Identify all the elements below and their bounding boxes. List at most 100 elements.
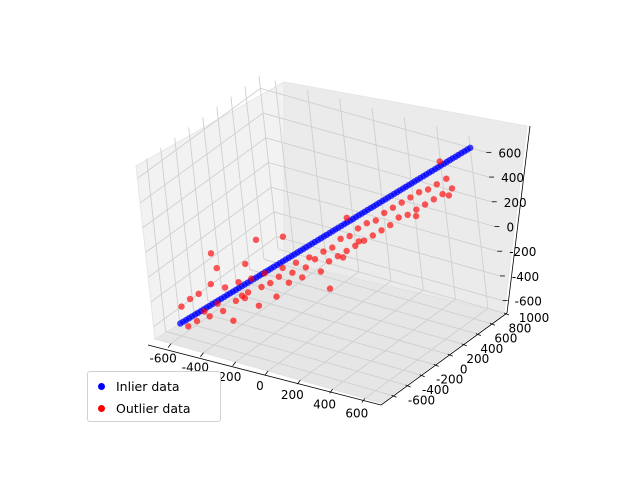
outlier-point bbox=[317, 268, 325, 275]
outlier-point bbox=[207, 280, 214, 288]
gridline-z bbox=[145, 162, 269, 253]
y-tick-mark bbox=[489, 322, 496, 326]
gridline-y bbox=[207, 299, 434, 365]
legend-entry-outlier: Outlier data bbox=[98, 399, 191, 417]
gridline-x bbox=[332, 298, 456, 390]
outlier-point bbox=[207, 250, 215, 257]
gridline-z bbox=[273, 211, 501, 277]
outlier-point bbox=[235, 279, 242, 286]
outlier-point bbox=[221, 284, 229, 291]
outlier-point bbox=[436, 158, 443, 165]
x-tick-label: 600 bbox=[345, 406, 368, 420]
outlier-point bbox=[185, 323, 192, 330]
outlier-point bbox=[201, 308, 208, 315]
x-tick-label: 0 bbox=[256, 379, 264, 393]
outlier-point bbox=[299, 274, 306, 281]
z-tick-label: -200 bbox=[509, 245, 536, 259]
legend-entry-inlier: Inlier data bbox=[98, 377, 180, 395]
outlier-point bbox=[448, 185, 456, 192]
outlier-point bbox=[267, 279, 274, 287]
y-tick-label: -200 bbox=[436, 373, 463, 387]
outlier-point bbox=[372, 217, 379, 224]
outlier-point bbox=[369, 232, 376, 239]
outlier-point bbox=[252, 236, 260, 243]
x-tick-mark bbox=[232, 361, 237, 367]
y-tick-label: 1000 bbox=[519, 311, 550, 325]
outlier-point bbox=[430, 196, 437, 203]
x-tick-label: 400 bbox=[313, 397, 336, 411]
outlier-point bbox=[343, 247, 350, 255]
y-tick-mark bbox=[433, 364, 439, 367]
outlier-point bbox=[311, 256, 319, 263]
outlier-point bbox=[279, 233, 287, 240]
x-tick-label: 200 bbox=[281, 388, 304, 402]
outlier-point bbox=[261, 270, 268, 277]
outlier-point bbox=[186, 295, 194, 303]
gridline-z bbox=[153, 236, 277, 328]
outlier-point bbox=[232, 297, 240, 304]
outlier-point bbox=[443, 175, 450, 182]
outlier-point bbox=[320, 248, 327, 255]
outlier-point bbox=[275, 273, 283, 280]
outlier-point bbox=[412, 212, 420, 220]
outlier-point bbox=[213, 264, 220, 272]
outlier-series bbox=[178, 158, 456, 330]
outlier-point bbox=[413, 206, 420, 213]
y-tick-label: -600 bbox=[408, 393, 435, 407]
outlier-point bbox=[292, 259, 300, 266]
gridline-x bbox=[364, 308, 489, 399]
outlier-point bbox=[273, 293, 280, 300]
axis-lines bbox=[147, 125, 531, 406]
outlier-point bbox=[334, 253, 342, 260]
legend-marker-outlier bbox=[98, 404, 105, 412]
outlier-point bbox=[407, 194, 414, 201]
gridline-z bbox=[271, 186, 498, 252]
gridline-z bbox=[276, 236, 503, 302]
x-tick-mark bbox=[329, 389, 333, 394]
outlier-point bbox=[398, 199, 405, 206]
y-tick-mark bbox=[391, 394, 397, 398]
outlier-point bbox=[439, 190, 446, 198]
outlier-point bbox=[178, 303, 185, 310]
outlier-point bbox=[354, 225, 362, 232]
outlier-point bbox=[302, 264, 309, 271]
outlier-point bbox=[255, 302, 263, 309]
z-tick-label: -400 bbox=[512, 270, 539, 284]
outlier-point bbox=[387, 221, 394, 229]
y-axis-line bbox=[380, 312, 508, 406]
outlier-point bbox=[389, 204, 397, 211]
y-tick-label: -400 bbox=[422, 383, 449, 397]
outlier-point bbox=[360, 237, 368, 244]
outlier-point bbox=[214, 300, 221, 307]
inlier-series bbox=[177, 144, 474, 327]
y-tick-mark bbox=[405, 384, 411, 388]
outlier-point bbox=[339, 254, 347, 261]
legend-label-inlier: Inlier data bbox=[116, 378, 180, 394]
legend-marker-inlier bbox=[98, 382, 105, 390]
gridline-z bbox=[268, 162, 495, 227]
gridline-z bbox=[265, 137, 492, 203]
z-tick-label: 600 bbox=[498, 146, 521, 160]
outlier-point bbox=[325, 258, 333, 265]
outlier-point bbox=[346, 232, 353, 240]
outlier-point bbox=[329, 244, 336, 251]
legend-label-outlier: Outlier data bbox=[116, 400, 191, 416]
outlier-point bbox=[433, 181, 440, 188]
outlier-point bbox=[285, 279, 293, 286]
inlier-point bbox=[467, 144, 474, 151]
gridline-z bbox=[142, 137, 267, 229]
outlier-point bbox=[195, 290, 202, 297]
z-axis-ticks: -600 -400 -200 0 200 400 600 bbox=[486, 146, 542, 309]
gridline-x bbox=[235, 271, 359, 363]
y-tick-label: 800 bbox=[508, 321, 531, 335]
z-tick-label: 200 bbox=[504, 196, 527, 210]
gridline-y bbox=[263, 258, 491, 324]
outlier-point bbox=[279, 264, 286, 272]
outlier-point bbox=[337, 235, 344, 242]
gridline-z bbox=[147, 186, 272, 278]
outlier-point bbox=[355, 238, 363, 245]
gridline-x bbox=[267, 280, 392, 372]
gridline-z bbox=[139, 112, 264, 204]
outlier-point bbox=[343, 214, 350, 221]
